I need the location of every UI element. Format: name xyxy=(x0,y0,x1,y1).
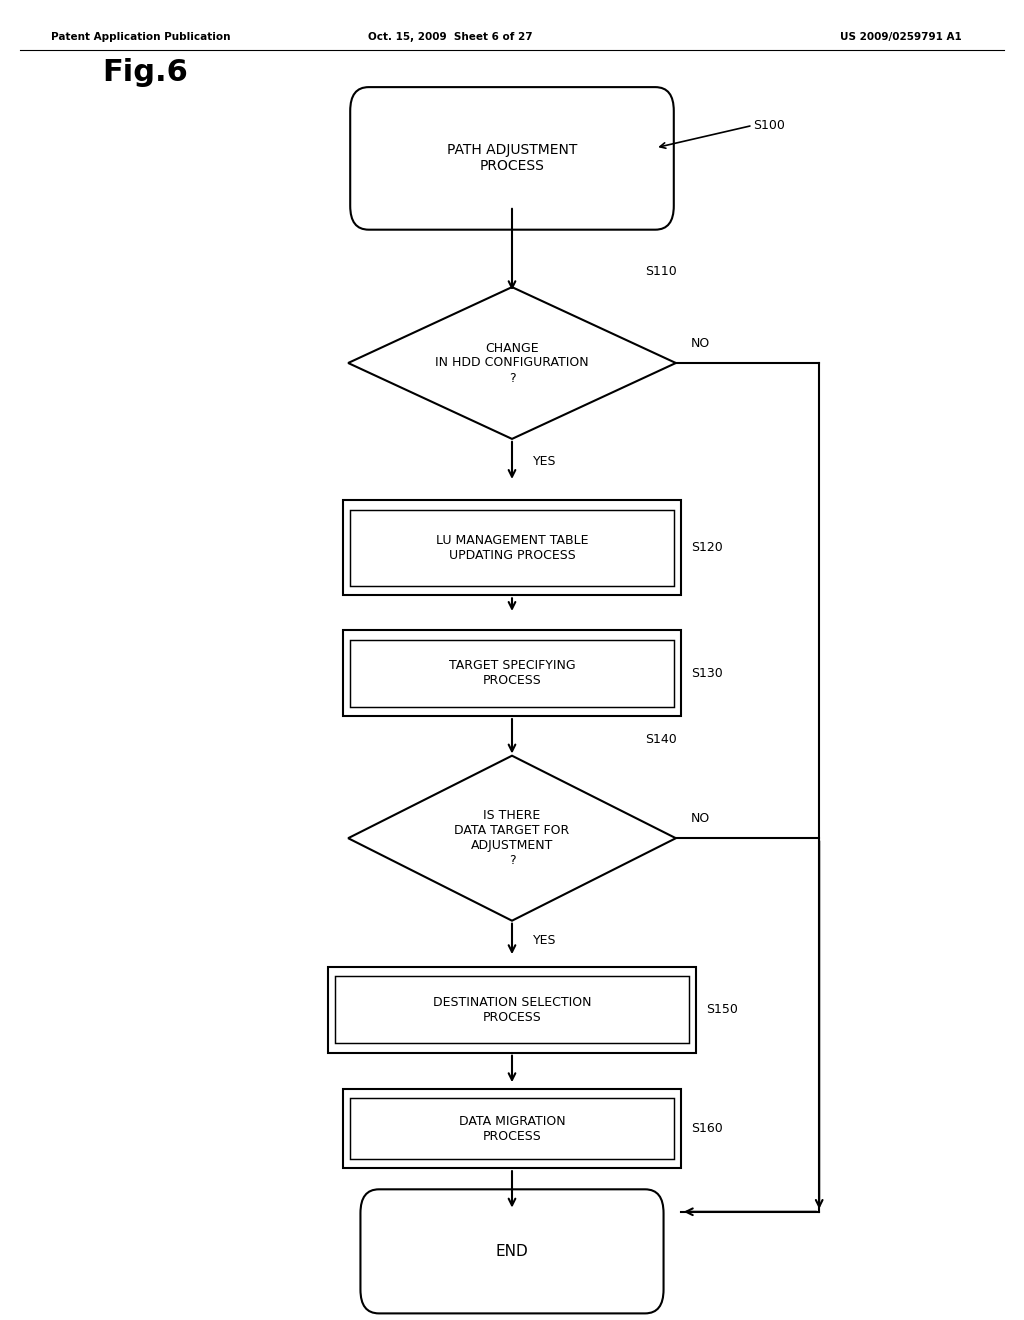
Text: S100: S100 xyxy=(753,119,784,132)
Polygon shape xyxy=(348,755,676,921)
Text: S120: S120 xyxy=(691,541,723,554)
Text: END: END xyxy=(496,1243,528,1259)
FancyBboxPatch shape xyxy=(350,87,674,230)
Text: IS THERE
DATA TARGET FOR
ADJUSTMENT
?: IS THERE DATA TARGET FOR ADJUSTMENT ? xyxy=(455,809,569,867)
Bar xyxy=(350,510,674,586)
Bar xyxy=(350,1098,674,1159)
Text: DESTINATION SELECTION
PROCESS: DESTINATION SELECTION PROCESS xyxy=(433,995,591,1024)
Text: US 2009/0259791 A1: US 2009/0259791 A1 xyxy=(841,32,962,42)
Bar xyxy=(335,977,689,1043)
Text: Fig.6: Fig.6 xyxy=(102,58,188,87)
Text: PATH ADJUSTMENT
PROCESS: PATH ADJUSTMENT PROCESS xyxy=(446,144,578,173)
Text: S160: S160 xyxy=(691,1122,723,1135)
Bar xyxy=(343,500,681,595)
Polygon shape xyxy=(348,288,676,438)
Bar xyxy=(328,968,696,1053)
Text: YES: YES xyxy=(532,454,556,467)
Bar xyxy=(343,631,681,715)
Text: Patent Application Publication: Patent Application Publication xyxy=(51,32,230,42)
Text: CHANGE
IN HDD CONFIGURATION
?: CHANGE IN HDD CONFIGURATION ? xyxy=(435,342,589,384)
Text: S110: S110 xyxy=(645,265,677,277)
Text: TARGET SPECIFYING
PROCESS: TARGET SPECIFYING PROCESS xyxy=(449,659,575,688)
Bar xyxy=(350,639,674,708)
Text: YES: YES xyxy=(532,935,556,946)
Text: NO: NO xyxy=(691,812,711,825)
Text: NO: NO xyxy=(691,337,711,350)
Text: DATA MIGRATION
PROCESS: DATA MIGRATION PROCESS xyxy=(459,1114,565,1143)
Text: S130: S130 xyxy=(691,667,723,680)
Text: S150: S150 xyxy=(707,1003,738,1016)
FancyBboxPatch shape xyxy=(360,1189,664,1313)
Text: LU MANAGEMENT TABLE
UPDATING PROCESS: LU MANAGEMENT TABLE UPDATING PROCESS xyxy=(436,533,588,562)
Text: S140: S140 xyxy=(645,734,677,746)
Text: Oct. 15, 2009  Sheet 6 of 27: Oct. 15, 2009 Sheet 6 of 27 xyxy=(369,32,532,42)
Bar xyxy=(343,1089,681,1168)
